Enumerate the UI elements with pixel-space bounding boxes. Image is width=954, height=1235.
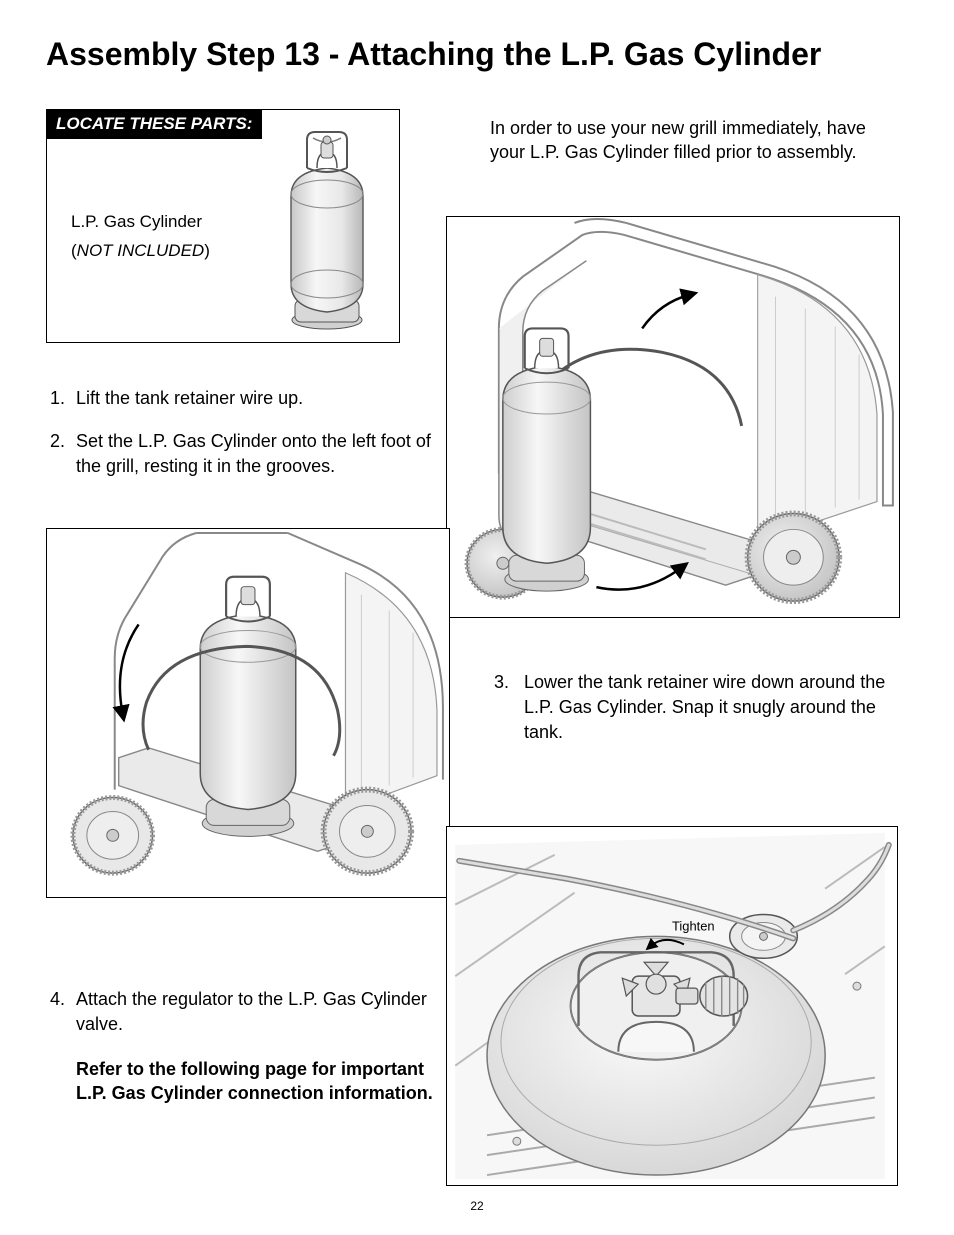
- page-title: Assembly Step 13 - Attaching the L.P. Ga…: [46, 36, 908, 73]
- parts-line2: (NOT INCLUDED): [71, 237, 210, 266]
- figure-lift-wire: [446, 216, 900, 618]
- step-1-num: 1.: [50, 386, 76, 411]
- parts-line1: L.P. Gas Cylinder: [71, 208, 210, 237]
- step-4-note: Refer to the following page for importan…: [50, 1057, 440, 1107]
- locate-parts-box: LOCATE THESE PARTS: L.P. Gas Cylinder (N…: [46, 109, 400, 343]
- locate-parts-text: L.P. Gas Cylinder (NOT INCLUDED): [71, 208, 210, 266]
- title-rest: - Attaching the L.P. Gas Cylinder: [320, 36, 821, 72]
- steps-1-2: 1. Lift the tank retainer wire up. 2. Se…: [50, 386, 450, 496]
- step-4: 4. Attach the regulator to the L.P. Gas …: [50, 987, 440, 1126]
- title-bold: Assembly Step 13: [46, 36, 320, 72]
- tighten-label: Tighten: [672, 918, 715, 933]
- step-1: 1. Lift the tank retainer wire up.: [50, 386, 450, 411]
- step-2: 2. Set the L.P. Gas Cylinder onto the le…: [50, 429, 450, 479]
- step-3: 3. Lower the tank retainer wire down aro…: [494, 670, 904, 744]
- figure-attach-regulator: Tighten: [446, 826, 898, 1186]
- step-4-num: 4.: [50, 987, 76, 1037]
- step-4-text: Attach the regulator to the L.P. Gas Cyl…: [76, 987, 440, 1037]
- step-3-num: 3.: [494, 670, 524, 744]
- step-2-num: 2.: [50, 429, 76, 479]
- step-4-bold: Refer to the following page for importan…: [76, 1057, 440, 1107]
- step-1-text: Lift the tank retainer wire up.: [76, 386, 303, 411]
- intro-paragraph: In order to use your new grill immediate…: [490, 116, 892, 165]
- step-2-text: Set the L.P. Gas Cylinder onto the left …: [76, 429, 450, 479]
- page-number: 22: [0, 1199, 954, 1213]
- cylinder-icon: [267, 124, 387, 334]
- locate-parts-header: LOCATE THESE PARTS:: [46, 109, 262, 139]
- step-3-text: Lower the tank retainer wire down around…: [524, 670, 904, 744]
- step-4-row: 4. Attach the regulator to the L.P. Gas …: [50, 987, 440, 1037]
- figure-lower-wire: [46, 528, 450, 898]
